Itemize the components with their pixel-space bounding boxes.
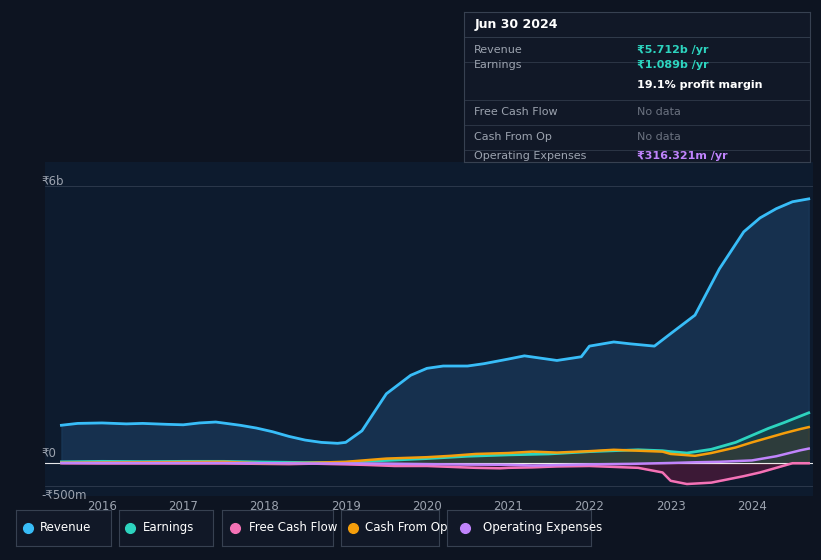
Text: No data: No data [637, 132, 681, 142]
Text: 19.1% profit margin: 19.1% profit margin [637, 80, 763, 90]
Text: Free Cash Flow: Free Cash Flow [250, 521, 337, 534]
Text: Revenue: Revenue [475, 45, 523, 55]
Text: Cash From Op: Cash From Op [365, 521, 447, 534]
Text: Revenue: Revenue [40, 521, 91, 534]
Text: Operating Expenses: Operating Expenses [484, 521, 603, 534]
Text: ₹1.089b /yr: ₹1.089b /yr [637, 60, 709, 70]
Text: Earnings: Earnings [475, 60, 523, 70]
Text: Free Cash Flow: Free Cash Flow [475, 108, 558, 118]
Text: Cash From Op: Cash From Op [475, 132, 553, 142]
Text: Jun 30 2024: Jun 30 2024 [475, 18, 557, 31]
Text: -₹500m: -₹500m [41, 489, 86, 502]
Text: ₹6b: ₹6b [41, 175, 63, 188]
Text: ₹0: ₹0 [41, 447, 56, 460]
Text: ₹5.712b /yr: ₹5.712b /yr [637, 45, 709, 55]
Text: Operating Expenses: Operating Expenses [475, 151, 587, 161]
Text: No data: No data [637, 108, 681, 118]
Text: ₹316.321m /yr: ₹316.321m /yr [637, 151, 727, 161]
Text: Earnings: Earnings [143, 521, 194, 534]
